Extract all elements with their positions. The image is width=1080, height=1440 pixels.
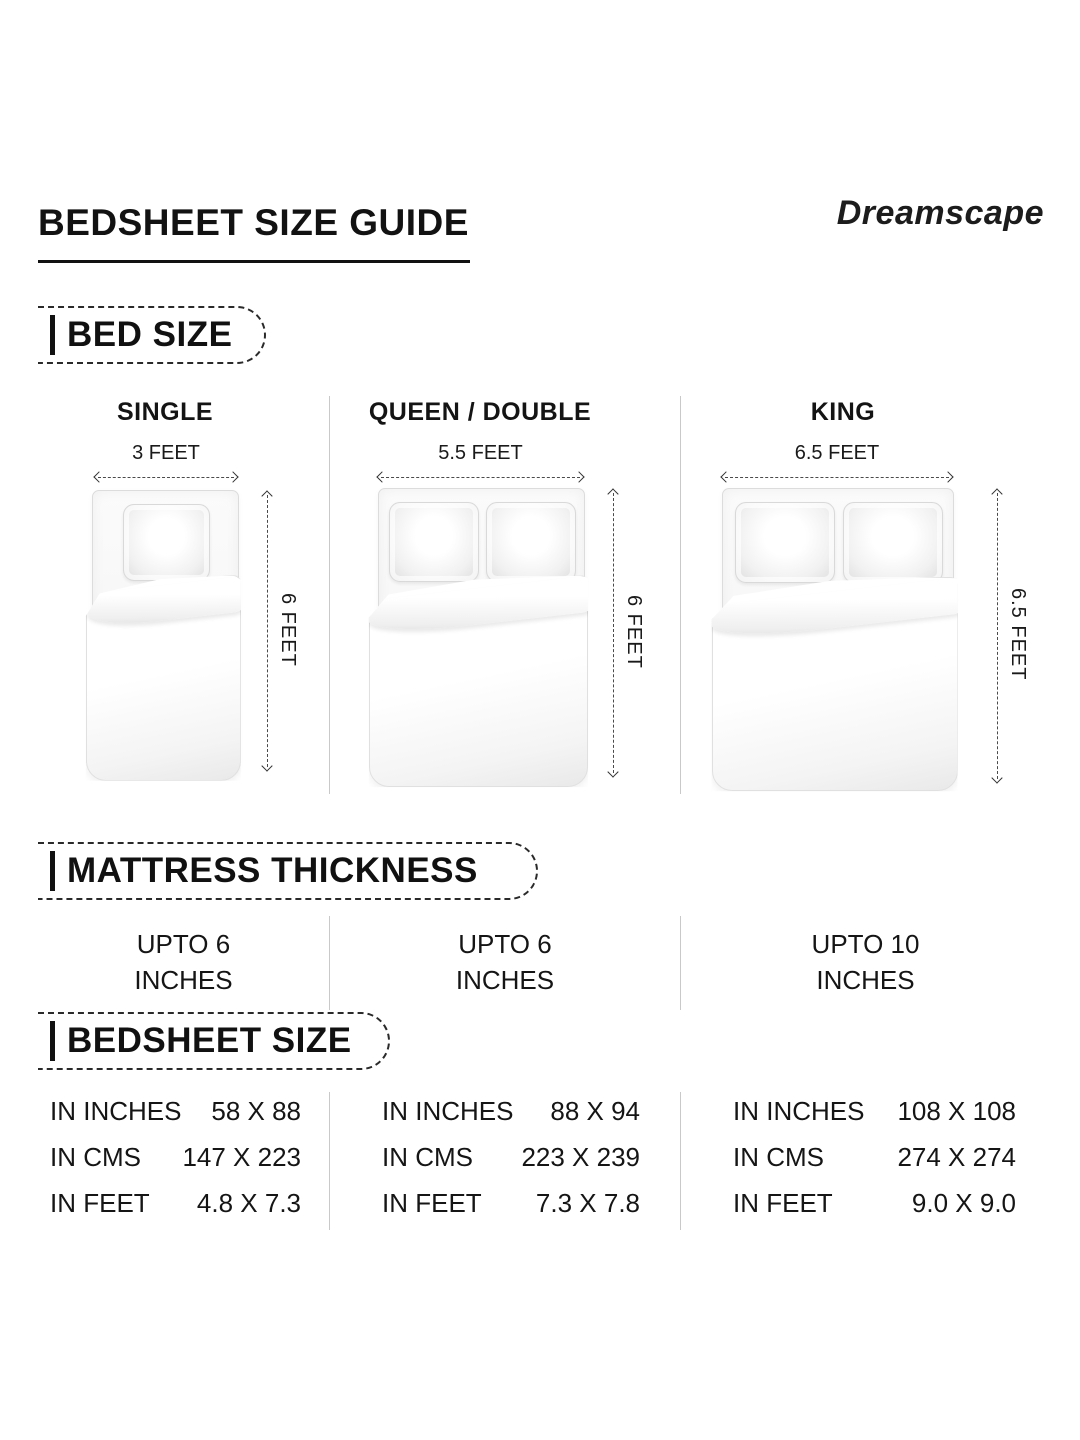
row-label: IN CMS [382, 1142, 473, 1172]
column-divider [329, 1092, 330, 1230]
sheet-size-column-queen: IN INCHES 88 X 94 IN CMS 223 X 239 IN FE… [330, 1096, 680, 1234]
arrowhead-left-icon [720, 471, 732, 483]
column-divider [329, 916, 330, 1010]
row-label: IN INCHES [382, 1096, 514, 1126]
duvet [711, 576, 958, 792]
column-divider [680, 916, 681, 1010]
column-divider [680, 1092, 681, 1230]
length-label-single: 6 FEET [277, 593, 299, 667]
width-arrow-single [93, 471, 239, 483]
table-row: IN INCHES 88 X 94 [382, 1096, 640, 1127]
mattress-thickness-king: UPTO 10 INCHES [811, 929, 920, 995]
section-heading-label: MATTRESS THICKNESS [67, 851, 478, 890]
heading-accent-bar [50, 851, 55, 891]
table-row: IN INCHES 108 X 108 [733, 1096, 1016, 1127]
title-underline [38, 260, 470, 263]
duvet [85, 575, 241, 781]
arrowhead-down-icon [607, 766, 619, 778]
bed-illustration-queen [368, 488, 589, 788]
width-label-queen: 5.5 FEET [438, 442, 523, 464]
duvet [368, 575, 589, 788]
heading-accent-bar [50, 1021, 55, 1061]
length-arrow-queen [607, 488, 619, 778]
sheet-size-column-single: IN INCHES 58 X 88 IN CMS 147 X 223 IN FE… [38, 1096, 329, 1234]
row-value: 58 X 88 [211, 1096, 301, 1126]
row-label: IN CMS [50, 1142, 141, 1172]
length-arrow-single [261, 490, 273, 772]
row-value: 4.8 X 7.3 [196, 1188, 301, 1218]
section-heading-label: BED SIZE [67, 315, 233, 354]
row-label: IN FEET [50, 1188, 150, 1218]
bed-illustration-king [711, 488, 958, 792]
pillow [123, 503, 210, 582]
bed-name-queen: QUEEN / DOUBLE [368, 398, 592, 426]
row-value: 223 X 239 [521, 1142, 640, 1172]
row-label: IN FEET [382, 1188, 482, 1218]
arrowhead-right-icon [573, 471, 585, 483]
arrowhead-up-icon [991, 488, 1003, 500]
row-value: 274 X 274 [897, 1142, 1016, 1172]
row-label: IN INCHES [50, 1096, 182, 1126]
pillow [389, 501, 480, 582]
mattress-thickness-single: UPTO 6 INCHES [134, 929, 233, 995]
duvet-fold [368, 575, 589, 637]
brand-logo: Dreamscape [836, 194, 1044, 232]
arrowhead-left-icon [376, 471, 388, 483]
table-row: IN INCHES 58 X 88 [50, 1096, 301, 1127]
arrowhead-left-icon [93, 471, 105, 483]
bed-illustration-single [85, 490, 241, 781]
length-label-king: 6.5 FEET [1007, 587, 1029, 681]
row-value: 7.3 X 7.8 [535, 1188, 640, 1218]
row-value: 9.0 X 9.0 [911, 1188, 1016, 1218]
table-row: IN FEET 4.8 X 7.3 [50, 1188, 301, 1219]
section-heading-label: BEDSHEET SIZE [67, 1021, 352, 1060]
width-label-king: 6.5 FEET [794, 442, 880, 464]
duvet-fold [85, 576, 241, 629]
section-heading-bed-size: BED SIZE [38, 306, 266, 364]
page-title: BEDSHEET SIZE GUIDE [38, 202, 469, 243]
pillow [842, 502, 944, 583]
arrowhead-down-icon [261, 760, 273, 772]
section-heading-bedsheet-size: BEDSHEET SIZE [38, 1012, 390, 1070]
column-divider [680, 396, 681, 794]
arrowhead-down-icon [991, 772, 1003, 784]
row-value: 88 X 94 [550, 1096, 640, 1126]
section-heading-mattress-thickness: MATTRESS THICKNESS [38, 842, 538, 900]
arrowhead-right-icon [942, 471, 954, 483]
row-label: IN INCHES [733, 1096, 865, 1126]
bed-name-single: SINGLE [116, 398, 214, 426]
table-row: IN CMS 147 X 223 [50, 1142, 301, 1173]
width-arrow-queen [376, 471, 585, 483]
length-label-queen: 6 FEET [623, 595, 645, 669]
arrowhead-right-icon [227, 471, 239, 483]
length-arrow-king [991, 488, 1003, 784]
width-label-single: 3 FEET [132, 442, 200, 464]
heading-accent-bar [50, 315, 55, 355]
pillow [485, 501, 576, 582]
table-row: IN FEET 7.3 X 7.8 [382, 1188, 640, 1219]
row-label: IN FEET [733, 1188, 833, 1218]
duvet-fold [711, 576, 958, 642]
table-row: IN CMS 274 X 274 [733, 1142, 1016, 1173]
table-row: IN CMS 223 X 239 [382, 1142, 640, 1173]
column-divider [329, 396, 330, 794]
arrowhead-up-icon [607, 488, 619, 500]
table-row: IN FEET 9.0 X 9.0 [733, 1188, 1016, 1219]
pillow [734, 502, 836, 583]
arrowhead-up-icon [261, 490, 273, 502]
sheet-size-column-king: IN INCHES 108 X 108 IN CMS 274 X 274 IN … [681, 1096, 1050, 1234]
row-value: 108 X 108 [897, 1096, 1016, 1126]
bed-name-king: KING [810, 398, 876, 426]
row-value: 147 X 223 [182, 1142, 301, 1172]
row-label: IN CMS [733, 1142, 824, 1172]
mattress-thickness-queen: UPTO 6 INCHES [455, 929, 555, 995]
width-arrow-king [720, 471, 954, 483]
